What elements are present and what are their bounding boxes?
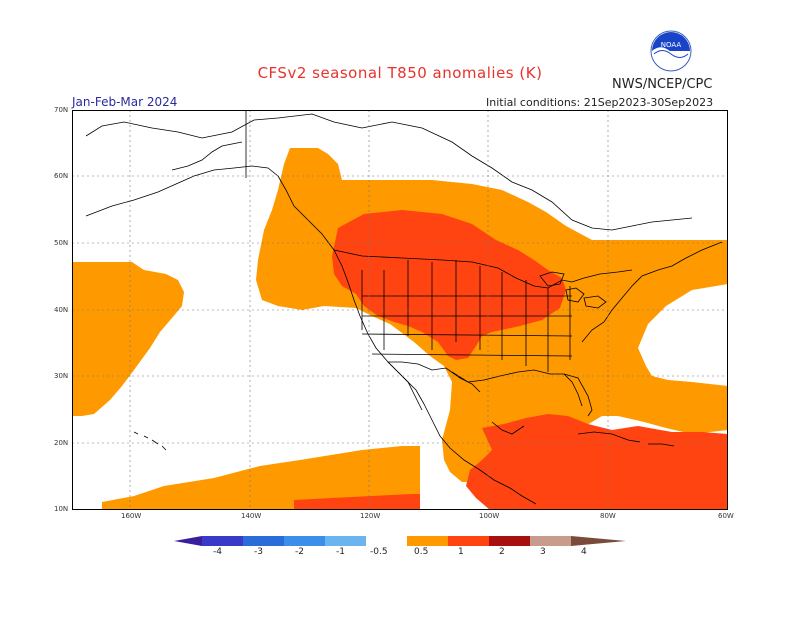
lat-label-40n: 40N	[54, 306, 69, 314]
colorbar-seg-9	[530, 536, 571, 546]
colorbar-tick: -4	[213, 547, 222, 557]
colorbar-tick: -2	[295, 547, 304, 557]
lon-label-140w: 140W	[241, 512, 262, 520]
colorbar-tick: -0.5	[370, 547, 388, 557]
colorbar-seg-1	[202, 536, 243, 546]
colorbar-tick: 4	[581, 547, 587, 557]
initial-conditions: Initial conditions: 21Sep2023-30Sep2023	[486, 96, 714, 109]
forecast-period: Jan-Feb-Mar 2024	[72, 95, 178, 109]
colorbar-seg-6	[407, 536, 448, 546]
colorbar-tick: -1	[336, 547, 345, 557]
lat-label-20n: 20N	[54, 439, 69, 447]
colorbar-seg-4	[325, 536, 366, 546]
colorbar-tick: -3	[254, 547, 263, 557]
lat-label-70n: 70N	[54, 106, 69, 114]
chart-title: CFSv2 seasonal T850 anomalies (K)	[257, 64, 543, 82]
lon-label-60w: 60W	[718, 512, 734, 520]
logo-text: NOAA	[661, 41, 682, 49]
lat-label-60n: 60N	[54, 172, 69, 180]
colorbar-tick: 2	[499, 547, 505, 557]
colorbar	[174, 536, 626, 546]
colorbar-seg-2	[243, 536, 284, 546]
colorbar-seg-8	[489, 536, 530, 546]
colorbar-seg-5	[366, 536, 407, 546]
colorbar-arrow-right	[571, 536, 626, 546]
anomaly-fill-1-2	[294, 210, 728, 510]
colorbar-seg-3	[284, 536, 325, 546]
colorbar-tick: 3	[540, 547, 546, 557]
noaa-logo: NOAA	[650, 30, 692, 72]
anomaly-map	[72, 110, 728, 510]
lon-label-100w: 100W	[479, 512, 500, 520]
lon-label-160w: 160W	[121, 512, 142, 520]
lon-label-120w: 120W	[360, 512, 381, 520]
colorbar-tick: 0.5	[414, 547, 429, 557]
colorbar-tick: 1	[458, 547, 464, 557]
organization-label: NWS/NCEP/CPC	[612, 77, 713, 92]
coastlines-borders	[85, 110, 723, 505]
lat-label-10n: 10N	[54, 505, 69, 513]
colorbar-arrow-left	[174, 536, 202, 546]
graticule	[72, 110, 728, 510]
lat-label-30n: 30N	[54, 372, 69, 380]
colorbar-seg-7	[448, 536, 489, 546]
lon-label-80w: 80W	[600, 512, 616, 520]
lat-label-50n: 50N	[54, 239, 69, 247]
